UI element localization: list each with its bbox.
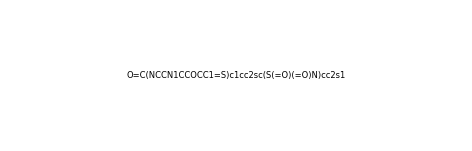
Text: O=C(NCCN1CCOCC1=S)c1cc2sc(S(=O)(=O)N)cc2s1: O=C(NCCN1CCOCC1=S)c1cc2sc(S(=O)(=O)N)cc2…	[126, 71, 346, 80]
